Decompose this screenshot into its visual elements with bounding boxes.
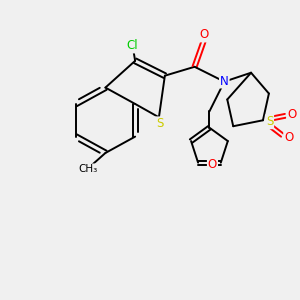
Text: O: O xyxy=(208,158,217,171)
Text: CH₃: CH₃ xyxy=(78,164,97,174)
Text: S: S xyxy=(156,117,163,130)
Text: O: O xyxy=(200,28,209,41)
Text: O: O xyxy=(284,131,293,144)
Text: O: O xyxy=(287,108,296,121)
Text: Cl: Cl xyxy=(126,40,138,52)
Text: N: N xyxy=(220,74,229,88)
Text: S: S xyxy=(266,115,273,128)
